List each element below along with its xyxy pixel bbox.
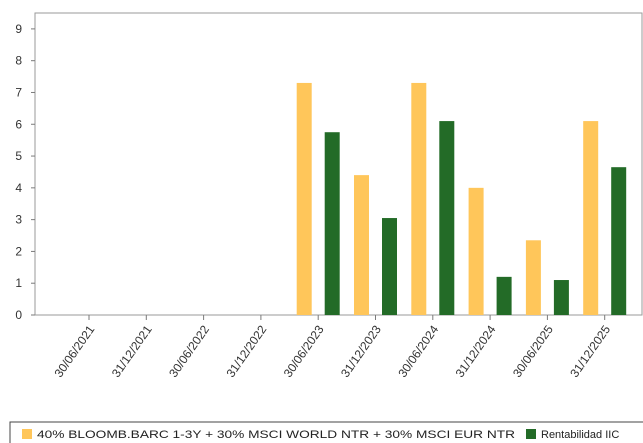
- x-tick-label: 30/06/2024: [395, 322, 441, 379]
- legend-label: Rentabilidad IIC: [541, 429, 619, 441]
- y-tick-label: 0: [15, 308, 22, 322]
- legend-swatch: [526, 429, 536, 439]
- y-tick-label: 6: [15, 117, 22, 131]
- y-tick-label: 2: [15, 244, 22, 258]
- y-tick-label: 1: [15, 276, 22, 290]
- x-tick-label: 31/12/2024: [453, 322, 499, 379]
- legend-box: [9, 421, 643, 443]
- y-tick-label: 5: [15, 149, 22, 163]
- y-tick-label: 3: [15, 213, 22, 227]
- legend-label: 40% BLOOMB.BARC 1-3Y + 30% MSCI WORLD NT…: [37, 429, 515, 441]
- x-tick-label: 30/06/2023: [281, 322, 327, 379]
- bar-series-2: [324, 132, 340, 315]
- legend-swatch: [22, 429, 32, 439]
- y-tick-label: 4: [15, 181, 22, 195]
- x-tick-label: 31/12/2025: [567, 322, 613, 379]
- x-tick-label: 31/12/2021: [109, 322, 155, 379]
- x-tick-label: 30/06/2021: [52, 322, 98, 379]
- x-tick-label: 31/12/2023: [338, 322, 384, 379]
- x-tick-label: 31/12/2022: [223, 322, 269, 379]
- bar-series-2: [611, 167, 627, 315]
- bar-series-1: [525, 240, 541, 315]
- bar-series-1: [583, 121, 599, 315]
- bars: [296, 82, 627, 315]
- x-tick-label: 30/06/2025: [510, 322, 556, 379]
- bar-series-1: [468, 187, 484, 315]
- x-axis: 30/06/2021 31/12/2021 30/06/2022 31/12/2022…: [52, 315, 613, 380]
- bar-series-2: [553, 280, 569, 315]
- y-tick-label: 9: [15, 22, 22, 36]
- y-tick-label: 7: [15, 85, 22, 99]
- bar-series-1: [411, 82, 427, 315]
- x-tick-label: 30/06/2022: [166, 322, 212, 379]
- legend: 40% BLOOMB.BARC 1-3Y + 30% MSCI WORLD NT…: [9, 421, 643, 443]
- bar-series-2: [382, 218, 397, 315]
- bar-series-1: [354, 175, 369, 315]
- y-axis: 0 1 2 3 4 5 6 7 8 9: [15, 22, 35, 322]
- y-tick-label: 8: [15, 54, 22, 68]
- bar-series-2: [439, 121, 455, 315]
- bar-series-1: [296, 82, 312, 315]
- bar-series-2: [496, 276, 512, 315]
